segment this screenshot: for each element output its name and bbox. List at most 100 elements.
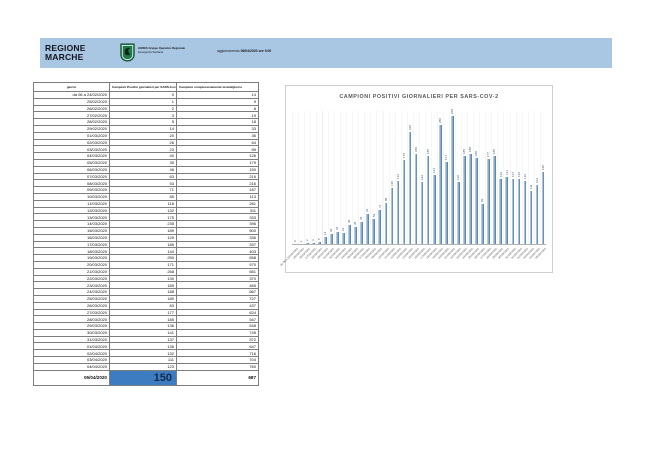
testati-cell[interactable]: 216 [176, 172, 259, 181]
positivi-cell[interactable]: 180 [109, 294, 177, 303]
testati-cell[interactable]: 745 [176, 328, 259, 337]
positivi-cell[interactable]: 188 [109, 288, 177, 296]
positivi-cell[interactable]: 144 [109, 247, 177, 256]
testati-cell[interactable]: 760 [176, 362, 259, 371]
giorno-cell[interactable]: 14/03/2020 [33, 220, 110, 228]
positivi-cell[interactable]: 185 [109, 281, 177, 290]
giorno-cell[interactable]: 30/03/2020 [33, 328, 110, 337]
giorno-cell[interactable]: 26/03/2020 [33, 301, 110, 310]
giorno-cell[interactable]: 16/03/2020 [33, 233, 110, 242]
testati-cell[interactable]: 704 [176, 356, 259, 364]
testati-cell[interactable]: 647 [176, 342, 259, 351]
positivi-cell[interactable]: 23 [109, 145, 177, 154]
positivi-cell[interactable]: 5 [109, 118, 177, 126]
testati-cell[interactable]: 687 [176, 369, 259, 386]
giorno-cell[interactable]: 17/03/2020 [33, 240, 110, 249]
giorno-cell[interactable]: 04/04/2020 [33, 362, 110, 371]
testati-cell[interactable]: 33 [176, 124, 259, 133]
giorno-cell[interactable]: 07/03/2020 [33, 172, 110, 181]
giorno-cell[interactable]: 24/03/2020 [33, 288, 110, 296]
positivi-cell[interactable]: 235 [109, 220, 177, 228]
testati-cell[interactable]: 18 [176, 118, 259, 126]
testati-cell[interactable]: 667 [176, 288, 259, 296]
testati-cell[interactable]: 570 [176, 260, 259, 269]
positivi-cell[interactable]: 111 [109, 356, 177, 364]
giorno-cell[interactable]: 15/03/2020 [33, 226, 110, 235]
positivi-cell[interactable]: 132 [109, 206, 177, 215]
giorno-cell[interactable]: 02/04/2020 [33, 349, 110, 358]
giorno-cell[interactable]: 19/03/2020 [33, 254, 110, 262]
giorno-cell[interactable]: 26/02/2020 [33, 104, 110, 113]
testati-cell[interactable]: 624 [176, 308, 259, 317]
positivi-cell[interactable]: 46 [109, 165, 177, 174]
giorno-cell[interactable]: 29/02/2020 [33, 124, 110, 133]
testati-cell[interactable]: 403 [176, 247, 259, 256]
testati-cell[interactable]: 113 [176, 192, 259, 201]
column-header-testati[interactable]: Campioni complessivamente testati/giorno [176, 82, 259, 92]
testati-cell[interactable]: 36 [176, 131, 259, 140]
giorno-cell[interactable]: 05/03/2020 [33, 158, 110, 167]
testati-cell[interactable]: 150 [176, 165, 259, 174]
giorno-cell[interactable]: 03/03/2020 [33, 145, 110, 154]
testati-cell[interactable]: 727 [176, 294, 259, 303]
giorno-cell[interactable]: da 06 a 24/02/2020 [33, 91, 110, 99]
giorno-cell[interactable]: 20/03/2020 [33, 260, 110, 269]
positivi-cell[interactable]: 130 [109, 274, 177, 283]
positivi-cell[interactable]: 3 [109, 111, 177, 120]
giorno-cell[interactable]: 25/03/2020 [33, 294, 110, 303]
giorno-cell[interactable]: 27/03/2020 [33, 308, 110, 317]
testati-cell[interactable]: 311 [176, 206, 259, 215]
positivi-cell[interactable]: 136 [109, 322, 177, 330]
positivi-cell[interactable]: 2 [109, 104, 177, 113]
positivi-cell[interactable]: 53 [109, 179, 177, 188]
testati-cell[interactable]: 261 [176, 199, 259, 208]
testati-cell[interactable]: 396 [176, 220, 259, 228]
testati-cell[interactable]: 651 [176, 267, 259, 276]
positivi-cell[interactable]: 137 [109, 335, 177, 344]
giorno-cell[interactable]: 25/02/2020 [33, 97, 110, 106]
positivi-cell[interactable]: 83 [109, 301, 177, 310]
giorno-cell[interactable]: 28/03/2020 [33, 315, 110, 324]
testati-cell[interactable]: 437 [176, 301, 259, 310]
testati-cell[interactable]: 64 [176, 138, 259, 147]
giorno-cell[interactable]: 29/03/2020 [33, 322, 110, 330]
testati-cell[interactable]: 8 [176, 104, 259, 113]
positivi-cell[interactable]: 71 [109, 186, 177, 194]
positivi-cell[interactable]: 136 [109, 342, 177, 351]
giorno-cell[interactable]: 03/04/2020 [33, 356, 110, 364]
giorno-cell[interactable]: 01/03/2020 [33, 131, 110, 140]
giorno-cell[interactable]: 02/03/2020 [33, 138, 110, 147]
positivi-cell[interactable]: 189 [109, 226, 177, 235]
giorno-cell[interactable]: 31/03/2020 [33, 335, 110, 344]
positivi-cell[interactable]: 123 [109, 362, 177, 371]
testati-cell[interactable]: 337 [176, 240, 259, 249]
testati-cell[interactable]: 89 [176, 145, 259, 154]
giorno-cell[interactable]: 01/04/2020 [33, 342, 110, 351]
giorno-cell[interactable]: 05/04/2020 [33, 369, 110, 386]
positivi-cell[interactable]: 118 [109, 199, 177, 208]
giorno-cell[interactable]: 13/03/2020 [33, 213, 110, 222]
giorno-cell[interactable]: 12/03/2020 [33, 206, 110, 215]
positivi-cell[interactable]: 40 [109, 152, 177, 160]
testati-cell[interactable]: 179 [176, 158, 259, 167]
positivi-cell[interactable]: 175 [109, 213, 177, 222]
giorno-cell[interactable]: 18/03/2020 [33, 247, 110, 256]
testati-cell[interactable]: 500 [176, 226, 259, 235]
testati-cell[interactable]: 548 [176, 322, 259, 330]
positivi-cell[interactable]: 63 [109, 172, 177, 181]
positivi-cell[interactable]: 171 [109, 260, 177, 269]
positivi-cell[interactable]: 85 [109, 192, 177, 201]
positivi-cell[interactable]: 177 [109, 308, 177, 317]
giorno-cell[interactable]: 21/03/2020 [33, 267, 110, 276]
positivi-cell[interactable]: 20 [109, 131, 177, 140]
giorno-cell[interactable]: 06/03/2020 [33, 165, 110, 174]
positivi-cell[interactable]: 1 [109, 97, 177, 106]
positivi-cell[interactable]: 141 [109, 328, 177, 337]
giorno-cell[interactable]: 11/03/2020 [33, 199, 110, 208]
positivi-cell[interactable]: 129 [109, 233, 177, 242]
positivi-cell[interactable]: 268 [109, 267, 177, 276]
testati-cell[interactable]: 572 [176, 335, 259, 344]
testati-cell[interactable]: 14 [176, 91, 259, 99]
testati-cell[interactable]: 465 [176, 281, 259, 290]
testati-cell[interactable]: 187 [176, 186, 259, 194]
